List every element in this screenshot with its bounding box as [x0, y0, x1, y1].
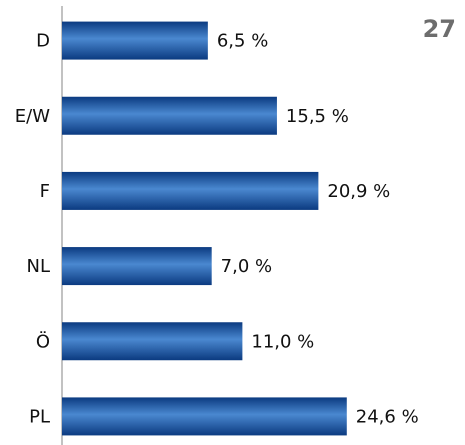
- bar: [62, 397, 347, 436]
- category-label: D: [36, 31, 50, 52]
- value-label: 15,5 %: [286, 106, 349, 127]
- category-label: F: [40, 181, 50, 202]
- page-number: 27: [423, 15, 456, 43]
- category-label: NL: [27, 256, 51, 277]
- value-label: 20,9 %: [327, 181, 390, 202]
- category-label: E/W: [15, 106, 50, 127]
- bar: [62, 247, 212, 286]
- bar: [62, 322, 243, 361]
- bar: [62, 96, 277, 135]
- value-label: 7,0 %: [221, 256, 272, 277]
- value-label: 11,0 %: [251, 331, 314, 352]
- bar: [62, 21, 208, 60]
- value-label: 6,5 %: [217, 31, 268, 52]
- category-label: Ö: [36, 330, 50, 352]
- value-label: 24,6 %: [356, 406, 419, 427]
- bar: [62, 171, 319, 210]
- category-label: PL: [29, 406, 50, 427]
